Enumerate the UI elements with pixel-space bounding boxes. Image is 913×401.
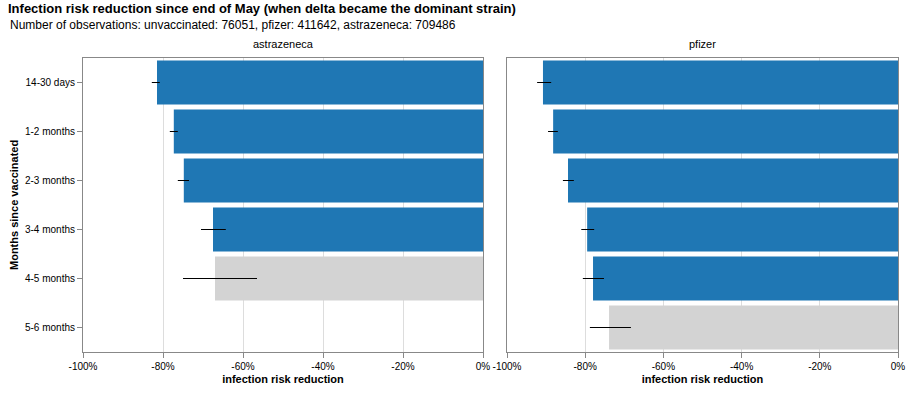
svg-text:-40%: -40% [311,361,334,372]
svg-text:Number of observations: unvacc: Number of observations: unvaccinated: 76… [10,18,456,32]
svg-text:1-2 months: 1-2 months [25,126,75,137]
svg-text:-80%: -80% [151,361,174,372]
svg-text:-100%: -100% [493,361,522,372]
svg-text:astrazeneca: astrazeneca [253,38,314,50]
svg-text:-40%: -40% [730,361,753,372]
svg-text:3-4 months: 3-4 months [25,224,75,235]
svg-text:2-3 months: 2-3 months [25,175,75,186]
svg-text:-20%: -20% [391,361,414,372]
svg-text:5-6 months: 5-6 months [25,322,75,333]
svg-text:infection risk reduction: infection risk reduction [642,373,764,385]
svg-text:0%: 0% [476,361,491,372]
svg-text:-80%: -80% [574,361,597,372]
svg-text:0%: 0% [891,361,906,372]
svg-text:-20%: -20% [808,361,831,372]
svg-text:Months since vaccinated: Months since vaccinated [8,140,20,270]
svg-text:Infection risk reduction since: Infection risk reduction since end of Ma… [8,1,516,16]
svg-text:-100%: -100% [69,361,98,372]
svg-text:-60%: -60% [652,361,675,372]
svg-text:infection risk reduction: infection risk reduction [222,373,344,385]
svg-text:14-30 days: 14-30 days [26,77,75,88]
svg-text:pfizer: pfizer [689,38,716,50]
svg-text:-60%: -60% [231,361,254,372]
svg-text:4-5 months: 4-5 months [25,273,75,284]
